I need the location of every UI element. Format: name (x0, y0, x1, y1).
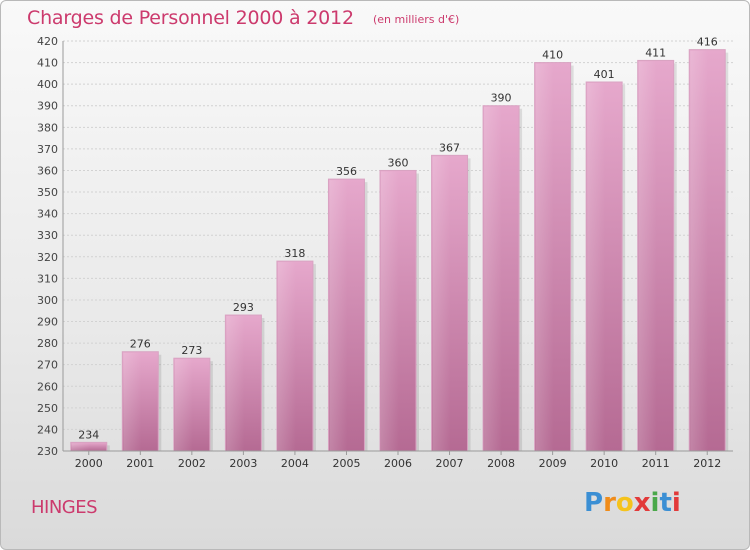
x-tick-label-2000: 2000 (75, 457, 103, 470)
x-tick-label-2007: 2007 (436, 457, 464, 470)
logo-letter: P (584, 488, 604, 518)
data-label-2007: 367 (439, 141, 460, 154)
logo-letter: r (603, 488, 616, 518)
y-tick-label: 310 (37, 272, 58, 285)
data-label-2004: 318 (284, 247, 305, 260)
bars (70, 49, 729, 452)
logo-letter: x (633, 488, 651, 518)
y-tick-label: 280 (37, 337, 58, 350)
data-label-2001: 276 (130, 338, 151, 351)
y-tick-label: 380 (37, 121, 58, 134)
bar-highlight (71, 443, 90, 451)
bar-highlight (432, 156, 451, 452)
bar-highlight (690, 50, 709, 451)
x-tick-label-2003: 2003 (229, 457, 257, 470)
y-tick-label: 420 (37, 35, 58, 48)
data-label-2002: 273 (181, 344, 202, 357)
x-tick-label-2002: 2002 (178, 457, 206, 470)
bar-highlight (638, 61, 657, 451)
x-tick-label-2012: 2012 (693, 457, 721, 470)
x-tick-label-2010: 2010 (590, 457, 618, 470)
chart-subtitle: (en milliers d'€) (373, 13, 460, 26)
chart-title: Charges de Personnel 2000 à 2012 (27, 7, 354, 29)
data-label-2008: 390 (491, 92, 512, 105)
y-tick-label: 270 (37, 359, 58, 372)
y-tick-label: 250 (37, 402, 58, 415)
data-labels: 234 276 273 293 318 356 360 367 390 410 401 411 416 (78, 36, 717, 442)
x-tick-label-2006: 2006 (384, 457, 412, 470)
bar-highlight (226, 316, 245, 451)
y-axis-ticks: 230 240 250 260 270 280 290 300 310 320 330 340 350 3… (37, 35, 58, 458)
y-tick-label: 390 (37, 100, 58, 113)
x-tick-label-2008: 2008 (487, 457, 515, 470)
y-tick-label: 300 (37, 294, 58, 307)
bar-highlight (174, 359, 193, 451)
bar-highlight (535, 63, 554, 451)
x-tick-label-2004: 2004 (281, 457, 309, 470)
y-tick-label: 290 (37, 316, 58, 329)
x-tick-label-2011: 2011 (642, 457, 670, 470)
y-tick-label: 330 (37, 229, 58, 242)
y-tick-label: 320 (37, 251, 58, 264)
y-tick-label: 370 (37, 143, 58, 156)
data-label-2012: 416 (697, 36, 718, 49)
logo-letter: o (615, 488, 634, 518)
location-label: HINGES (31, 497, 98, 518)
logo-letter: t (659, 488, 672, 518)
y-tick-label: 410 (37, 57, 58, 70)
bar-highlight (587, 83, 606, 451)
bar-highlight (123, 352, 142, 451)
data-label-2009: 410 (542, 49, 563, 62)
data-label-2005: 356 (336, 165, 357, 178)
y-tick-label: 350 (37, 186, 58, 199)
logo-letter: i (671, 488, 681, 518)
x-tick-label-2009: 2009 (539, 457, 567, 470)
data-label-2000: 234 (78, 428, 99, 441)
y-tick-label: 360 (37, 164, 58, 177)
x-tick-label-2001: 2001 (126, 457, 154, 470)
x-axis-ticks: 2000 2001 2002 2003 2004 2005 2006 2007 2008 2009… (75, 451, 721, 470)
proxiti-logo: Proxiti (584, 488, 681, 518)
data-label-2010: 401 (594, 68, 615, 81)
logo-letter: i (650, 488, 660, 518)
y-tick-label: 340 (37, 208, 58, 221)
x-tick-label-2005: 2005 (332, 457, 360, 470)
data-label-2006: 360 (388, 156, 409, 169)
bar-highlight (329, 180, 348, 451)
y-tick-label: 240 (37, 423, 58, 436)
data-label-2003: 293 (233, 301, 254, 314)
data-label-2011: 411 (645, 46, 666, 59)
bar-highlight (381, 171, 399, 451)
bar-highlight (277, 262, 296, 451)
bar-highlight (484, 106, 503, 451)
y-tick-label: 230 (37, 445, 58, 458)
y-tick-label: 400 (37, 78, 58, 91)
y-tick-label: 260 (37, 380, 58, 393)
